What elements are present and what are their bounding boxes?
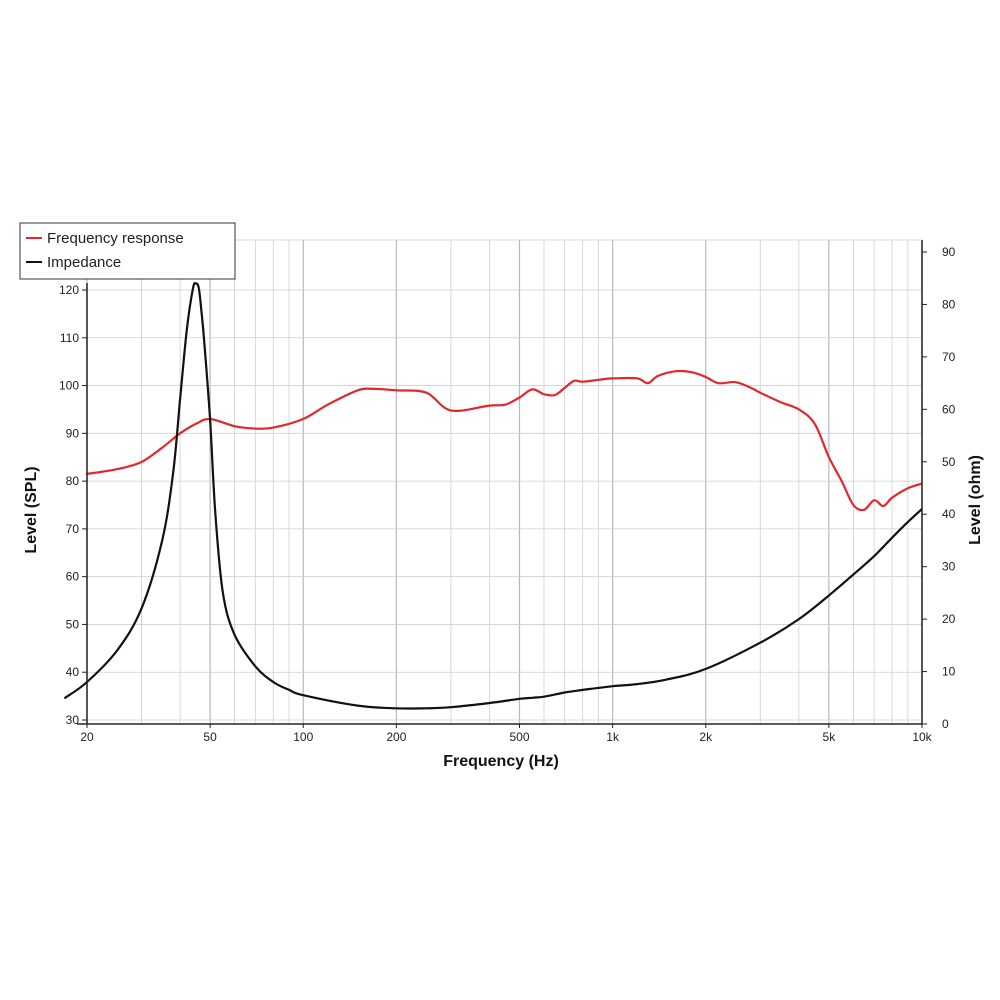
y-tick-label: 30 (66, 713, 80, 727)
y-tick-label: 60 (66, 570, 80, 584)
y2-tick-label: 50 (942, 455, 956, 469)
x-tick-label: 20 (80, 730, 94, 744)
y-tick-label: 90 (66, 426, 80, 440)
y2-tick-label: 40 (942, 507, 956, 521)
y-tick-label: 120 (59, 283, 79, 297)
y2-tick-label: 60 (942, 402, 956, 416)
y-tick-label: 70 (66, 522, 80, 536)
x-tick-label: 500 (509, 730, 529, 744)
tick-labels: 3040506070809010011012001020304050607080… (59, 245, 956, 744)
y-tick-label: 80 (66, 474, 80, 488)
y2-tick-label: 70 (942, 350, 956, 364)
y-tick-label: 50 (66, 617, 80, 631)
y-tick-label: 100 (59, 379, 79, 393)
x-tick-label: 200 (386, 730, 406, 744)
grid-lines (86, 239, 923, 724)
y2-tick-label: 30 (942, 560, 956, 574)
axes (77, 240, 927, 728)
legend: Frequency response Impedance (19, 222, 236, 280)
x-tick-label: 2k (699, 730, 713, 744)
y2-tick-label: 90 (942, 245, 956, 259)
legend-label-frequency-response: Frequency response (47, 230, 184, 247)
x-tick-label: 5k (823, 730, 837, 744)
x-tick-label: 10k (912, 730, 932, 744)
series-line-impedance (64, 281, 922, 710)
y-tick-label: 40 (66, 665, 80, 679)
y-axis-title: Level (SPL) (23, 466, 40, 553)
x-axis-title: Frequency (Hz) (443, 753, 559, 770)
x-tick-label: 100 (293, 730, 313, 744)
y2-tick-label: 20 (942, 612, 956, 626)
y2-tick-label: 80 (942, 297, 956, 311)
legend-label-impedance: Impedance (47, 254, 121, 271)
series-line-frequency-response (85, 369, 922, 512)
legend-box (19, 222, 236, 280)
series-layer (64, 281, 922, 710)
x-tick-label: 1k (606, 730, 620, 744)
y2-tick-label: 0 (942, 717, 949, 731)
y-tick-label: 110 (60, 331, 79, 345)
x-tick-label: 50 (203, 730, 217, 744)
y2-axis-title: Level (ohm) (967, 455, 984, 545)
y2-tick-label: 10 (942, 665, 956, 679)
